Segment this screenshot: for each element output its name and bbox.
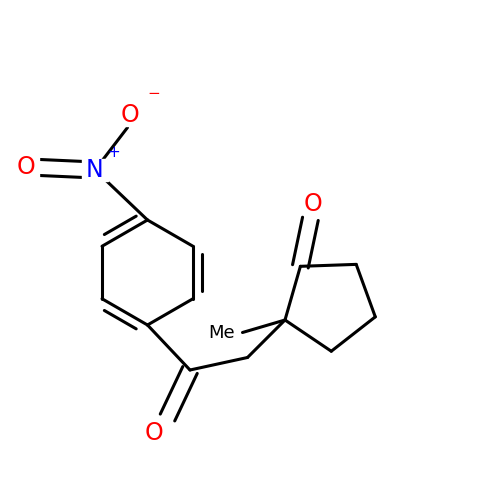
Bar <box>118 104 142 126</box>
Text: Me: Me <box>208 324 235 342</box>
Bar <box>82 160 108 180</box>
Bar <box>141 422 166 443</box>
Bar <box>14 157 38 178</box>
Text: N: N <box>86 158 104 182</box>
Text: O: O <box>304 192 322 216</box>
Text: O: O <box>120 103 140 127</box>
Text: −: − <box>147 86 160 101</box>
Text: +: + <box>108 145 120 160</box>
Bar <box>300 194 326 214</box>
Bar <box>204 322 239 342</box>
Text: O: O <box>16 156 36 180</box>
Text: O: O <box>144 420 163 444</box>
